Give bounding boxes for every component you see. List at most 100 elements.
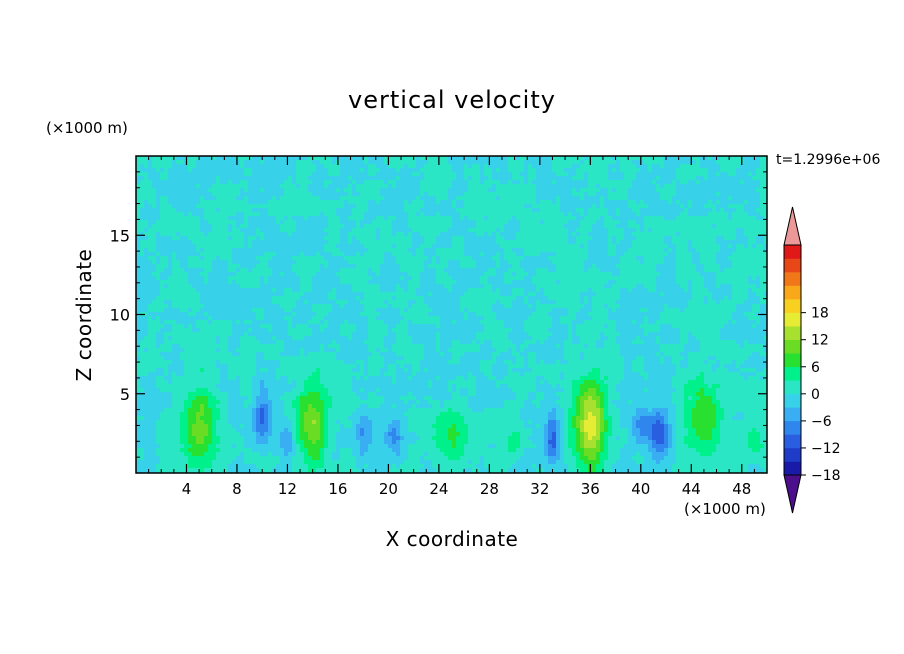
field-cell: [320, 212, 325, 217]
field-cell: [712, 216, 717, 221]
field-cell: [728, 168, 733, 173]
field-cell: [208, 220, 213, 225]
field-cell: [668, 232, 673, 237]
field-cell: [496, 172, 501, 177]
field-cell: [272, 164, 277, 169]
field-cell: [472, 196, 477, 201]
field-cell: [172, 232, 177, 237]
field-cell: [708, 204, 713, 209]
field-cell: [268, 200, 273, 205]
field-cell: [484, 252, 489, 257]
field-cell: [668, 236, 673, 241]
field-cell: [736, 168, 741, 173]
field-cell: [624, 260, 629, 265]
field-cell: [512, 280, 517, 285]
field-cell: [544, 164, 549, 169]
field-cell: [336, 228, 341, 233]
field-cell: [704, 252, 709, 257]
field-cell: [408, 272, 413, 277]
field-cell: [688, 220, 693, 225]
field-cell: [432, 228, 437, 233]
field-cell: [600, 240, 605, 245]
field-cell: [624, 164, 629, 169]
field-cell: [188, 160, 193, 165]
field-cell: [416, 164, 421, 169]
field-cell: [440, 184, 445, 189]
field-cell: [160, 192, 165, 197]
field-cell: [648, 268, 653, 273]
field-cell: [576, 204, 581, 209]
field-cell: [348, 192, 353, 197]
field-cell: [224, 176, 229, 181]
field-cell: [148, 188, 153, 193]
field-cell: [760, 188, 765, 193]
field-cell: [196, 256, 201, 261]
field-cell: [488, 264, 493, 269]
field-cell: [332, 244, 337, 249]
field-cell: [200, 180, 205, 185]
field-cell: [228, 260, 233, 265]
field-cell: [376, 164, 381, 169]
field-cell: [524, 236, 529, 241]
field-cell: [280, 208, 285, 213]
field-cell: [504, 200, 509, 205]
field-cell: [516, 224, 521, 229]
field-cell: [268, 272, 273, 277]
field-cell: [164, 256, 169, 261]
field-cell: [684, 240, 689, 245]
field-cell: [204, 260, 209, 265]
field-cell: [464, 196, 469, 201]
field-cell: [260, 224, 265, 229]
field-cell: [408, 192, 413, 197]
field-cell: [720, 188, 725, 193]
field-cell: [536, 224, 541, 229]
field-cell: [168, 216, 173, 221]
field-cell: [184, 196, 189, 201]
field-cell: [488, 276, 493, 281]
field-cell: [496, 280, 501, 285]
field-cell: [492, 232, 497, 237]
field-cell: [588, 248, 593, 253]
field-cell: [608, 204, 613, 209]
field-cell: [400, 260, 405, 265]
field-cell: [276, 160, 281, 165]
field-cell: [148, 172, 153, 177]
field-cell: [392, 236, 397, 241]
field-cell: [456, 216, 461, 221]
field-cell: [316, 180, 321, 185]
field-cell: [560, 208, 565, 213]
field-cell: [192, 216, 197, 221]
field-cell: [392, 232, 397, 237]
field-cell: [700, 236, 705, 241]
field-cell: [296, 264, 301, 269]
field-cell: [744, 264, 749, 269]
field-cell: [312, 180, 317, 185]
field-cell: [328, 228, 333, 233]
field-cell: [388, 236, 393, 241]
field-cell: [456, 272, 461, 277]
field-cell: [608, 176, 613, 181]
field-cell: [720, 228, 725, 233]
field-cell: [292, 164, 297, 169]
field-cell: [604, 176, 609, 181]
field-cell: [244, 212, 249, 217]
field-cell: [528, 236, 533, 241]
field-cell: [640, 192, 645, 197]
field-cell: [500, 168, 505, 173]
field-cell: [328, 192, 333, 197]
field-cell: [388, 280, 393, 285]
field-cell: [484, 188, 489, 193]
field-cell: [752, 192, 757, 197]
field-cell: [516, 212, 521, 217]
field-cell: [684, 216, 689, 221]
field-cell: [364, 168, 369, 173]
field-cell: [664, 220, 669, 225]
field-cell: [288, 260, 293, 265]
field-cell: [180, 244, 185, 249]
field-cell: [180, 276, 185, 281]
field-cell: [332, 168, 337, 173]
field-cell: [356, 224, 361, 229]
field-cell: [252, 196, 257, 201]
field-cell: [604, 208, 609, 213]
field-cell: [436, 240, 441, 245]
